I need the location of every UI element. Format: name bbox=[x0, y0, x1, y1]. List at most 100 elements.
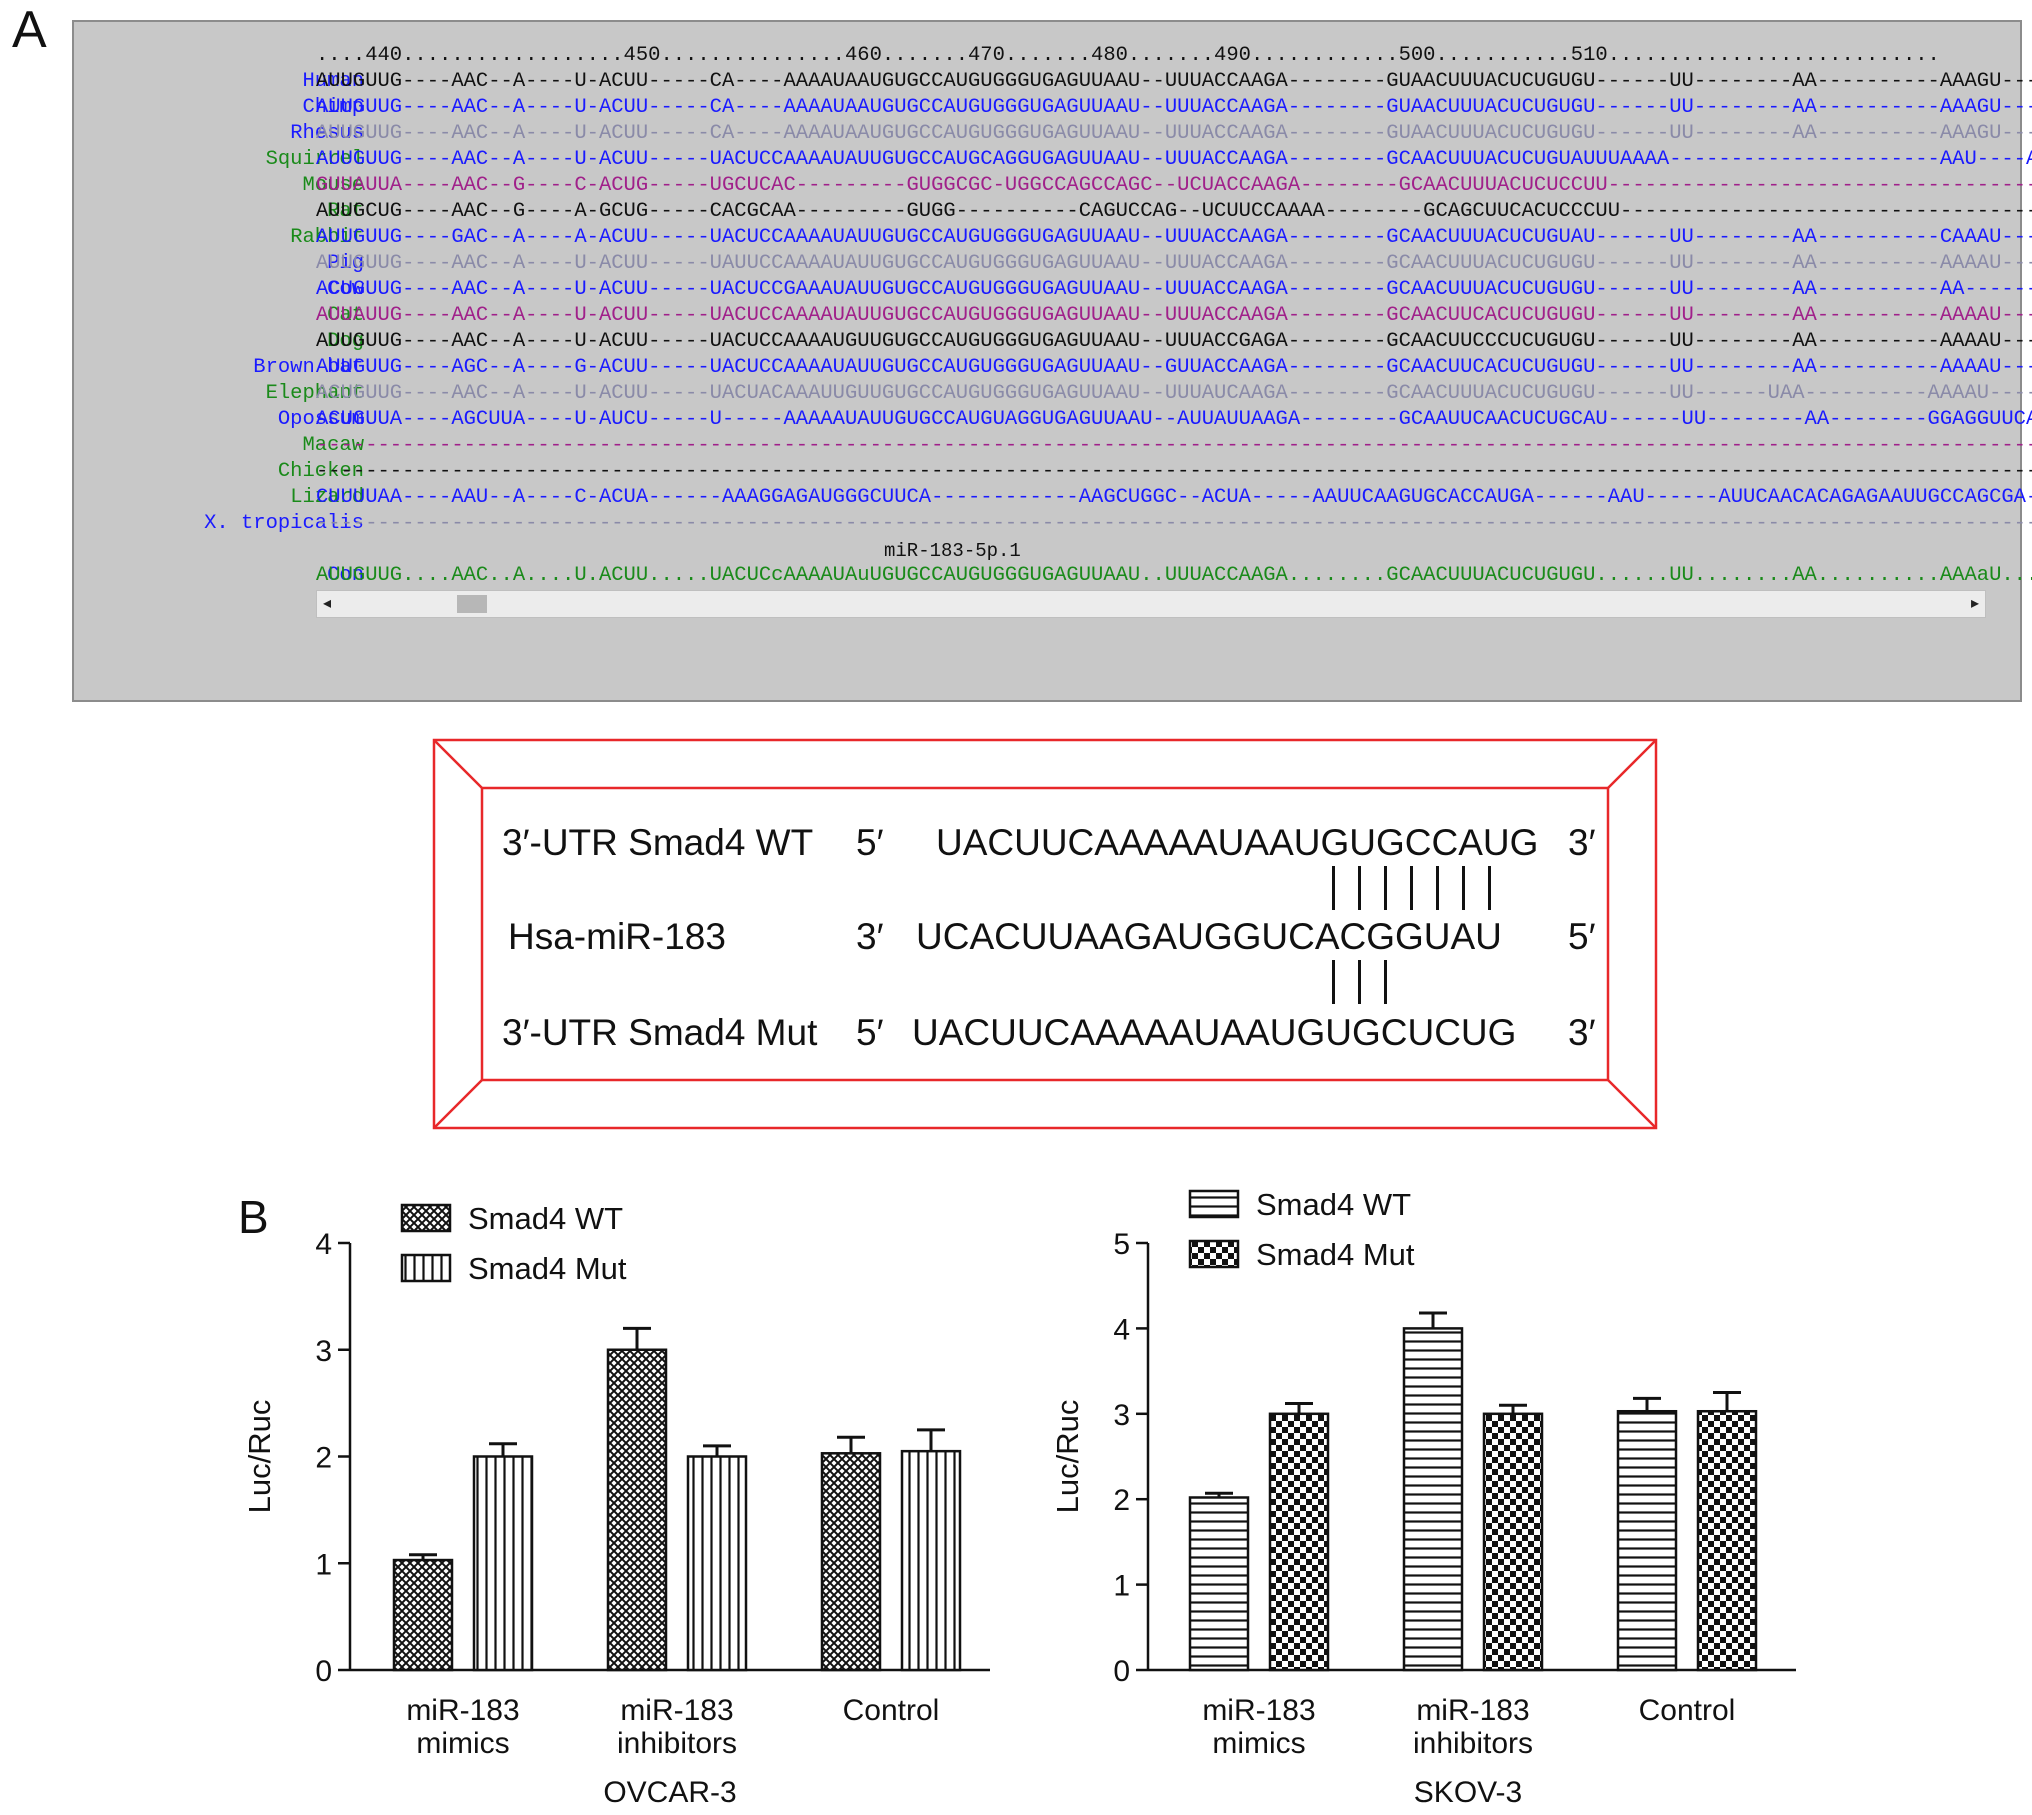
category-label: miR-183 bbox=[620, 1694, 733, 1727]
alignment-row: X. tropicalis ---------------------------… bbox=[74, 512, 2032, 538]
species-name: Macaw bbox=[302, 434, 364, 457]
species-name: Pig bbox=[327, 252, 364, 275]
mirna-sequence: UCACUUAAGAUGGUCACGGUAU bbox=[916, 916, 1502, 957]
category-label: inhibitors bbox=[1413, 1727, 1533, 1760]
binding-site-diagram: 3′-UTR Smad4 WT 5′ UACUUCAAAAAUAAUGUGCCA… bbox=[432, 738, 1658, 1130]
wt-label: 3′-UTR Smad4 WT bbox=[502, 822, 814, 863]
bar bbox=[1616, 1409, 1678, 1672]
scroll-right-icon[interactable]: ▸ bbox=[1970, 595, 1979, 612]
legend-label: Smad4 WT bbox=[468, 1201, 623, 1236]
y-tick-label: 0 bbox=[1113, 1655, 1130, 1688]
consensus-species: Con bbox=[327, 564, 364, 587]
bar bbox=[820, 1452, 882, 1672]
bar bbox=[606, 1348, 668, 1672]
species-name: Rhesus bbox=[290, 122, 364, 145]
sequence-text: AUUGUUG----AGC--A----G-ACUU-----UACUCCAA… bbox=[316, 356, 2032, 379]
category-label: Control bbox=[843, 1694, 940, 1727]
mirna-site-label: miR-183-5p.1 bbox=[884, 540, 1021, 562]
species-name: X. tropicalis bbox=[204, 512, 364, 535]
alignment-row: Lizard CUUUUAA----AAU--A----C-ACUA------A… bbox=[74, 486, 2032, 512]
sequence-text: AUUGUUG----AAC--A----U-ACUU-----UACUCCAA… bbox=[316, 148, 2032, 171]
species-name: Chicken bbox=[277, 460, 364, 483]
sequence-text: CUUUUAA----AAU--A----C-ACUA------AAAGGAG… bbox=[316, 486, 2032, 509]
y-tick-label: 1 bbox=[315, 1548, 332, 1581]
sequence-text: AUUGUUG----AAC--A----U-ACUU-----CA----AA… bbox=[316, 70, 2032, 93]
category-label: mimics bbox=[416, 1727, 509, 1760]
y-tick-label: 2 bbox=[1113, 1484, 1130, 1517]
wt-3prime: 3′ bbox=[1568, 822, 1596, 863]
alignment-row: Macaw -----------------------------------… bbox=[74, 434, 2032, 460]
alignment-row: Brown bat AUUGUUG----AGC--A----G-ACUU----… bbox=[74, 356, 2032, 382]
alignment-viewer: ....440..................450............… bbox=[72, 20, 2032, 702]
position-ruler: ....440..................450............… bbox=[316, 44, 1940, 67]
species-name: Lizard bbox=[290, 486, 364, 509]
sequence-text: ----------------------------------------… bbox=[316, 460, 2032, 483]
x-axis-label: OVCAR-3 bbox=[603, 1776, 736, 1809]
alignment-row: Mouse GUUAUUA----AAC--G----C-ACUG-----UGC… bbox=[74, 174, 2032, 200]
y-tick-label: 0 bbox=[315, 1655, 332, 1688]
legend-swatch bbox=[1188, 1239, 1240, 1269]
alignment-row: Rabbit AUUGUUG----GAC--A----A-ACUU-----UA… bbox=[74, 226, 2032, 252]
frame-border bbox=[432, 738, 1658, 1130]
alignment-row: Chimp AUUGUUG----AAC--A----U-ACUU-----CA-… bbox=[74, 96, 2032, 122]
species-name: Cow bbox=[327, 278, 364, 301]
alignment-row: Rat AUUGCUG----AAC--G----A-GCUG-----CACGC… bbox=[74, 200, 2032, 226]
sequence-text: ----------------------------------------… bbox=[316, 512, 2032, 535]
pair-bar bbox=[1488, 866, 1491, 910]
mut-label: 3′-UTR Smad4 Mut bbox=[502, 1012, 818, 1053]
legend-label: Smad4 WT bbox=[1256, 1187, 1411, 1222]
alignment-row: Squirrel AUUGUUG----AAC--A----U-ACUU-----… bbox=[74, 148, 2032, 174]
y-tick-label: 3 bbox=[315, 1335, 332, 1368]
species-name: Dog bbox=[327, 330, 364, 353]
mut-3prime: 3′ bbox=[1568, 1012, 1596, 1053]
alignment-row: Opossum ACUGUUA----AGCUUA----U-AUCU-----U… bbox=[74, 408, 2032, 434]
alignment-row: Pig AUUGUUG----AAC--A----U-ACUU-----UAUUC… bbox=[74, 252, 2032, 278]
species-name: Squirrel bbox=[265, 148, 364, 171]
alignment-row: Human AUUGUUG----AAC--A----U-ACUU-----CA-… bbox=[74, 70, 2032, 96]
y-tick-label: 4 bbox=[1113, 1313, 1130, 1346]
wt-sequence: UACUUCAAAAAUAAUGUGCCAUG bbox=[936, 822, 1539, 863]
pair-bar bbox=[1462, 866, 1465, 910]
alignment-row: Rhesus AUUGUUG----AAC--A----U-ACUU-----CA… bbox=[74, 122, 2032, 148]
consensus-row: Con AUUGUUG....AAC..A....U.ACUU.....UACU… bbox=[74, 564, 2032, 590]
consensus-sequence: AUUGUUG....AAC..A....U.ACUU.....UACUCcAA… bbox=[316, 564, 2032, 587]
ovcar3-bar-chart: 01234Luc/RucmiR-183mimicsmiR-183inhibito… bbox=[242, 1201, 990, 1809]
alignment-row: Cat AUUAUUG----AAC--A----U-ACUU-----UACUC… bbox=[74, 304, 2032, 330]
species-name: Brown bat bbox=[253, 356, 364, 379]
pair-bar bbox=[1358, 866, 1361, 910]
sequence-text: AUUGUUG----AAC--A----U-ACUU-----CA----AA… bbox=[316, 96, 2032, 119]
mirna-label: Hsa-miR-183 bbox=[508, 916, 726, 957]
y-tick-label: 4 bbox=[315, 1228, 332, 1261]
species-name: Elephant bbox=[265, 382, 364, 405]
species-name: Chimp bbox=[302, 96, 364, 119]
alignment-row: Elephant ACUGUUG----AAC--A----U-ACUU-----… bbox=[74, 382, 2032, 408]
scrollbar-thumb[interactable] bbox=[457, 595, 487, 613]
legend-swatch bbox=[400, 1203, 452, 1233]
y-axis-label: Luc/Ruc bbox=[1050, 1400, 1085, 1514]
legend-swatch bbox=[400, 1253, 452, 1283]
y-tick-label: 2 bbox=[315, 1442, 332, 1475]
sequence-text: ----------------------------------------… bbox=[316, 434, 2032, 457]
skov3-bar-chart: 012345Luc/RucmiR-183mimicsmiR-183inhibit… bbox=[1050, 1187, 1796, 1809]
species-name: Cat bbox=[327, 304, 364, 327]
alignment-row: Dog AUUGUUG----AAC--A----U-ACUU-----UACUC… bbox=[74, 330, 2032, 356]
pair-bar bbox=[1384, 960, 1387, 1004]
y-tick-label: 3 bbox=[1113, 1399, 1130, 1432]
scroll-left-icon[interactable]: ◂ bbox=[323, 595, 332, 612]
bar bbox=[900, 1449, 962, 1672]
sequence-text: AUUAUUG----AAC--A----U-ACUU-----UACUCCAA… bbox=[316, 304, 2032, 327]
bar bbox=[1268, 1412, 1330, 1672]
pair-bar bbox=[1332, 866, 1335, 910]
pair-bar bbox=[1410, 866, 1413, 910]
sequence-text: ACUGUUG----AAC--A----U-ACUU-----UACUCCGA… bbox=[316, 278, 2032, 301]
mirna-5prime: 5′ bbox=[1568, 916, 1596, 957]
bar bbox=[686, 1455, 748, 1672]
category-label: inhibitors bbox=[617, 1727, 737, 1760]
sequence-text: AUUGUUG----AAC--A----U-ACUU-----UACUCCAA… bbox=[316, 330, 2032, 353]
category-label: mimics bbox=[1212, 1727, 1305, 1760]
sequence-text: AUUGCUG----AAC--G----A-GCUG-----CACGCAA-… bbox=[316, 200, 2032, 223]
category-label: Control bbox=[1639, 1694, 1736, 1727]
sequence-text: AUUGUUG----AAC--A----U-ACUU-----CA----AA… bbox=[316, 122, 2032, 145]
panel-a-letter: A bbox=[12, 1, 47, 59]
horizontal-scrollbar[interactable]: ◂ ▸ bbox=[316, 590, 1986, 618]
